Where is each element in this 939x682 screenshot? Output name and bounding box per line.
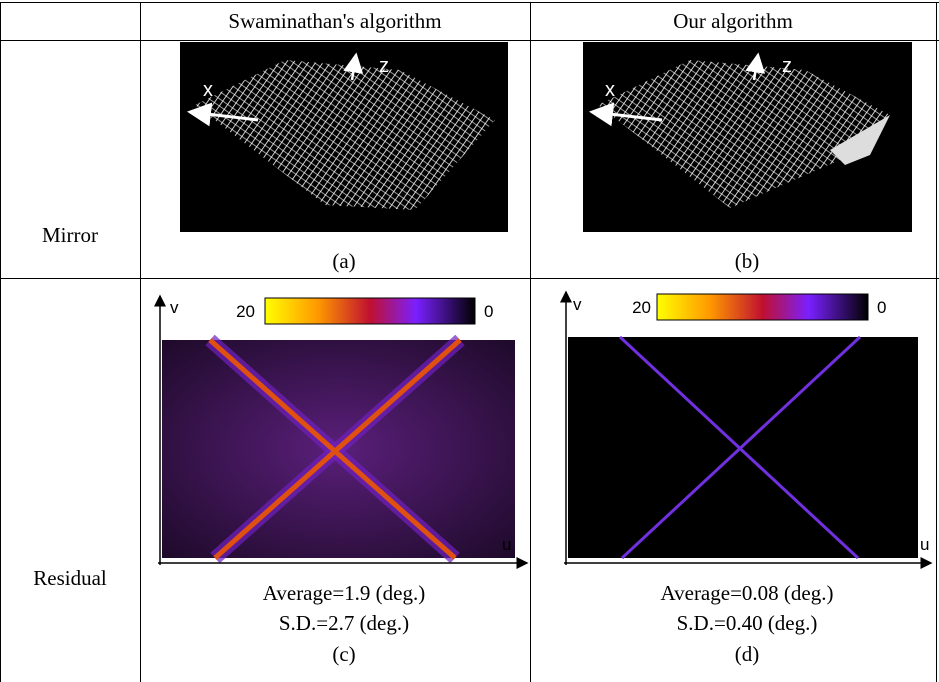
axis-label: v xyxy=(170,298,179,317)
figure-table: Swaminathan's algorithm Our algorithm Mi… xyxy=(0,0,939,682)
column-header: Our algorithm xyxy=(673,9,793,33)
axis-label: x xyxy=(203,79,213,101)
caption: (d) xyxy=(735,642,760,666)
axis-label: x xyxy=(605,79,615,101)
mirror-image: x z xyxy=(583,42,912,232)
row-label: Residual xyxy=(33,566,107,590)
colorbar-label: 0 xyxy=(877,298,886,317)
stat: Average=0.08 (deg.) xyxy=(661,581,834,605)
colorbar-label: 20 xyxy=(236,302,255,321)
axis-label: u xyxy=(502,535,511,554)
column-header: Swaminathan's algorithm xyxy=(228,9,441,33)
page: {"table": { "columns": ["Swaminathan's a… xyxy=(0,0,939,682)
residual-map: v u 20 0 xyxy=(564,292,931,565)
axis-label: v xyxy=(573,295,582,314)
caption: (b) xyxy=(735,249,760,273)
stat: S.D.=0.40 (deg.) xyxy=(677,611,818,635)
stat: Average=1.9 (deg.) xyxy=(263,581,425,605)
caption: (c) xyxy=(332,642,355,666)
colorbar-label: 20 xyxy=(632,298,651,317)
stat: S.D.=2.7 (deg.) xyxy=(279,611,409,635)
caption: (a) xyxy=(332,249,355,273)
axis-label: u xyxy=(920,535,929,554)
colorbar-label: 0 xyxy=(484,302,493,321)
axis-label: z xyxy=(379,55,389,77)
axis-label: z xyxy=(782,55,792,77)
row-label: Mirror xyxy=(42,223,98,247)
residual-map: v u 20 0 xyxy=(158,296,527,565)
mirror-image: x z xyxy=(180,42,508,232)
